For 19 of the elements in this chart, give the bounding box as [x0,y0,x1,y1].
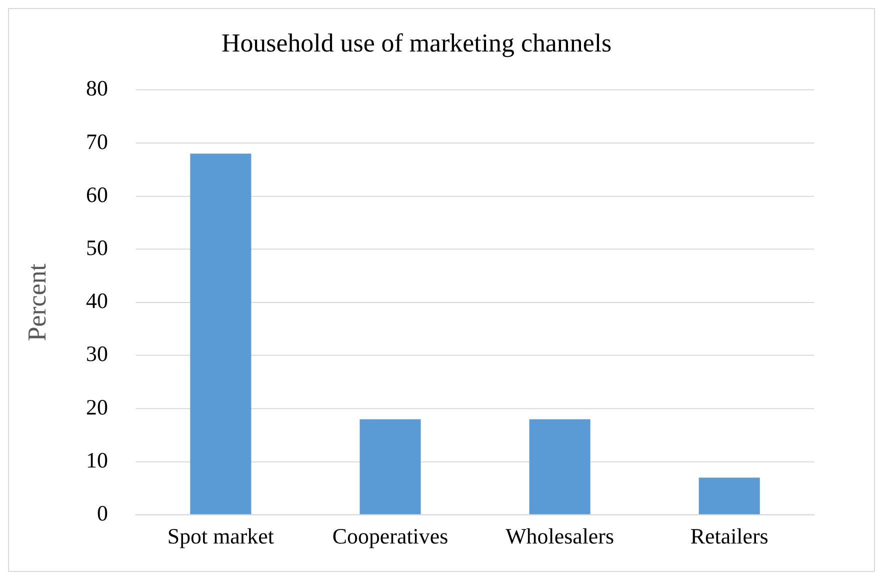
y-tick-label: 70 [86,128,108,154]
y-axis-title: Percent [22,262,52,342]
bar [529,419,590,514]
x-tick-label: Cooperatives [332,524,448,549]
y-tick-label: 10 [86,447,108,472]
y-tick-label: 50 [86,235,108,260]
y-tick-label: 60 [86,182,108,207]
x-tick-label: Wholesalers [506,524,614,549]
y-tick-label: 20 [86,394,108,420]
y-tick-label: 0 [96,500,108,526]
x-tick-label: Retailers [690,524,768,549]
y-tick-label: 40 [86,288,108,314]
y-tick-label: 80 [86,76,108,101]
chart-title: Household use of marketing channels [221,28,612,58]
bar [698,478,760,514]
bar [360,419,421,514]
y-tick-label: 30 [86,341,108,366]
bar [190,154,252,514]
x-tick-label: Spot market [167,524,274,549]
